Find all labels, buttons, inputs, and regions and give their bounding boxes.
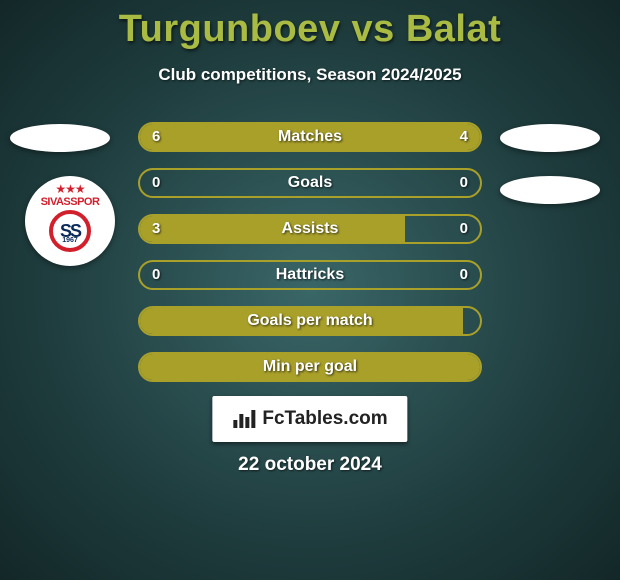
- stat-value-right: 0: [460, 170, 468, 196]
- player-logo-right: [500, 124, 600, 152]
- stat-label: Assists: [140, 216, 480, 242]
- stat-value-left: 6: [152, 124, 160, 150]
- club-badge-stars-icon: ★★★: [55, 182, 84, 196]
- club-badge-circle-icon: SS 1967: [49, 210, 91, 252]
- stat-label: Min per goal: [140, 354, 480, 380]
- player-logo-left: [10, 124, 110, 152]
- club-badge-right: [500, 176, 600, 204]
- stat-row: Matches6 4: [138, 122, 482, 152]
- stat-value-right: 0: [460, 262, 468, 288]
- stat-row: Goals0 0: [138, 168, 482, 198]
- stat-value-left: 0: [152, 170, 160, 196]
- club-badge-left: ★★★ SIVASSPOR SS 1967: [25, 176, 115, 266]
- stat-label: Hattricks: [140, 262, 480, 288]
- stat-value-right: 4: [460, 124, 468, 150]
- stat-value-right: 0: [460, 216, 468, 242]
- stat-row: Hattricks0 0: [138, 260, 482, 290]
- stat-row: Min per goal: [138, 352, 482, 382]
- club-badge-right-shape: [500, 176, 600, 204]
- stat-value-left: 3: [152, 216, 160, 242]
- player-logo-right-shape: [500, 124, 600, 152]
- stat-value-left: 0: [152, 262, 160, 288]
- comparison-chart: Matches64Goals00Assists30Hattricks00Goal…: [138, 122, 482, 398]
- club-badge-year: 1967: [62, 237, 78, 244]
- brand-badge: FcTables.com: [212, 396, 407, 442]
- stat-label: Goals per match: [140, 308, 480, 334]
- date-label: 22 october 2024: [0, 454, 620, 476]
- chart-icon: [232, 409, 256, 429]
- subtitle: Club competitions, Season 2024/2025: [0, 65, 620, 85]
- player-logo-left-shape: [10, 124, 110, 152]
- stat-row: Assists3 0: [138, 214, 482, 244]
- stat-label: Matches: [140, 124, 480, 150]
- page-title: Turgunboev vs Balat: [0, 0, 620, 51]
- brand-text: FcTables.com: [262, 408, 387, 430]
- stat-label: Goals: [140, 170, 480, 196]
- club-badge-name: SIVASSPOR: [41, 196, 100, 208]
- stat-row: Goals per match: [138, 306, 482, 336]
